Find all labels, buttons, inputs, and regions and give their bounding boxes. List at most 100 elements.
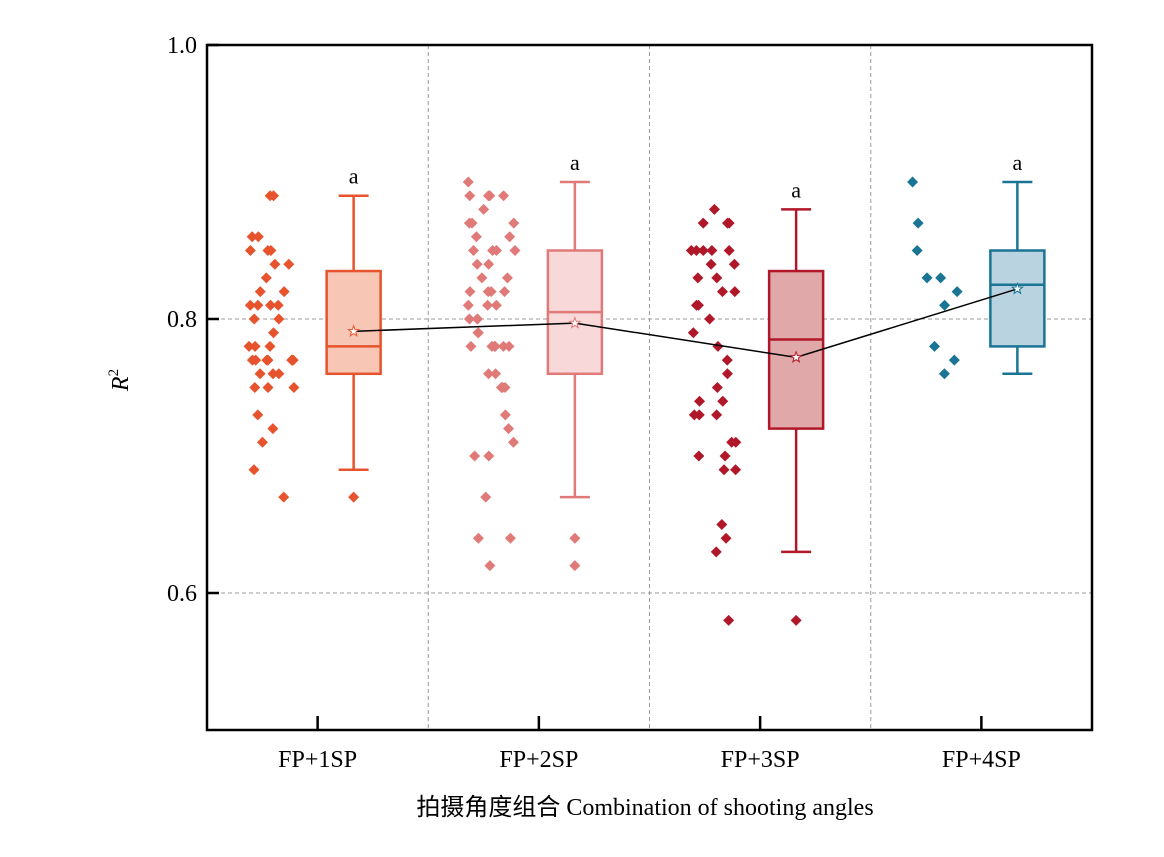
scatter-point bbox=[705, 258, 717, 270]
scatter-point bbox=[471, 258, 483, 270]
scatter-point bbox=[462, 299, 474, 311]
scatter-point bbox=[256, 436, 268, 448]
scatter-point bbox=[720, 532, 732, 544]
mean-marker bbox=[568, 316, 582, 329]
scatter-point bbox=[928, 340, 940, 352]
axis-layer: 0.6 0.8 1.0 FP+1SP FP+2SP FP+3SP FP+4SP bbox=[167, 33, 1094, 773]
scatter-point bbox=[465, 340, 477, 352]
scatter-point bbox=[243, 340, 255, 352]
significance-letter: a bbox=[349, 164, 359, 189]
scatter-point bbox=[717, 395, 729, 407]
scatter-point bbox=[907, 176, 919, 188]
scatter-point bbox=[716, 286, 728, 298]
scatter-point bbox=[706, 245, 718, 256]
scatter-point bbox=[711, 272, 723, 284]
scatter-point bbox=[260, 272, 272, 284]
y-axis-title-superscript: 2 bbox=[106, 369, 122, 377]
scatter-point bbox=[261, 354, 273, 366]
grid-layer bbox=[207, 45, 1092, 730]
mean-marker bbox=[1010, 281, 1024, 295]
significance-letter: a bbox=[1012, 150, 1022, 175]
scatter-point bbox=[273, 313, 285, 325]
scatter-point bbox=[503, 423, 515, 435]
scatter-point bbox=[267, 368, 279, 380]
mean-trend-line bbox=[353, 288, 1018, 359]
x-tick-label: FP+2SP bbox=[499, 747, 578, 773]
scatter-point bbox=[723, 614, 735, 626]
scatter-point bbox=[693, 450, 705, 462]
outlier-point bbox=[569, 532, 581, 544]
scatter-point bbox=[693, 409, 705, 421]
scatter-point bbox=[462, 176, 474, 188]
scatter-point bbox=[951, 286, 963, 298]
scatter-point bbox=[482, 286, 494, 298]
y-axis-title-main: R bbox=[108, 376, 134, 392]
scatter-point bbox=[498, 190, 510, 202]
x-axis-title: 拍摄角度组合 Combination of shooting angles bbox=[416, 794, 873, 821]
series-group: a bbox=[462, 150, 604, 572]
scatter-point bbox=[499, 286, 511, 298]
scatter-point bbox=[252, 299, 264, 311]
scatter-point bbox=[484, 190, 496, 202]
scatter-point bbox=[252, 231, 264, 243]
scatter-point bbox=[268, 327, 280, 339]
x-tick-label: FP+1SP bbox=[278, 747, 357, 773]
scatter-point bbox=[463, 313, 475, 325]
scatter-point bbox=[710, 546, 722, 558]
significance-letter: a bbox=[791, 177, 801, 202]
scatter-point bbox=[697, 245, 709, 256]
scatter-point bbox=[697, 217, 709, 229]
scatter-point bbox=[730, 464, 742, 476]
scatter-point bbox=[912, 217, 924, 229]
scatter-point bbox=[507, 436, 519, 448]
scatter-point bbox=[472, 327, 484, 339]
scatter-point bbox=[467, 245, 479, 256]
scatter-point bbox=[726, 436, 738, 448]
scatter-point bbox=[464, 190, 476, 202]
scatter-point bbox=[939, 299, 951, 311]
scatter-point bbox=[278, 491, 290, 503]
scatter-point bbox=[286, 354, 298, 366]
scatter-point bbox=[483, 450, 495, 462]
mean-marker bbox=[347, 324, 361, 337]
outlier-point bbox=[569, 560, 581, 572]
scatter-point bbox=[504, 532, 516, 544]
y-tick-label: 0.8 bbox=[167, 307, 197, 333]
series-group: a bbox=[243, 164, 382, 503]
x-tick-label: FP+4SP bbox=[942, 747, 1021, 773]
scatter-point bbox=[283, 258, 295, 270]
scatter-point bbox=[249, 340, 261, 352]
scatter-point bbox=[244, 299, 256, 311]
scatter-point bbox=[250, 354, 262, 366]
scatter-point bbox=[272, 299, 284, 311]
scatter-point bbox=[711, 409, 723, 421]
x-tick-label: FP+3SP bbox=[721, 747, 800, 773]
y-tick-label: 0.6 bbox=[167, 581, 197, 607]
outlier-point bbox=[790, 614, 802, 626]
scatter-point bbox=[911, 245, 923, 256]
scatter-point bbox=[728, 258, 740, 270]
y-axis-title: R2 bbox=[106, 369, 134, 392]
scatter-point bbox=[471, 313, 483, 325]
scatter-point bbox=[472, 532, 484, 544]
scatter-point bbox=[729, 286, 741, 298]
scatter-point bbox=[249, 382, 261, 393]
significance-letter: a bbox=[570, 150, 580, 175]
scatter-point bbox=[480, 491, 492, 503]
scatter-point bbox=[948, 354, 960, 366]
scatter-point bbox=[694, 395, 706, 407]
scatter-point bbox=[278, 286, 290, 298]
scatter-point bbox=[273, 368, 285, 380]
scatter-point bbox=[490, 368, 502, 380]
scatter-point bbox=[265, 299, 277, 311]
scatter-point bbox=[262, 382, 274, 393]
scatter-point bbox=[711, 382, 723, 393]
y-tick-label: 1.0 bbox=[167, 33, 197, 59]
scatter-point bbox=[248, 313, 260, 325]
scatter-point bbox=[723, 217, 735, 229]
series-group: a bbox=[685, 177, 825, 626]
scatter-point bbox=[269, 258, 281, 270]
scatter-point bbox=[704, 313, 716, 325]
scatter-point bbox=[483, 258, 495, 270]
